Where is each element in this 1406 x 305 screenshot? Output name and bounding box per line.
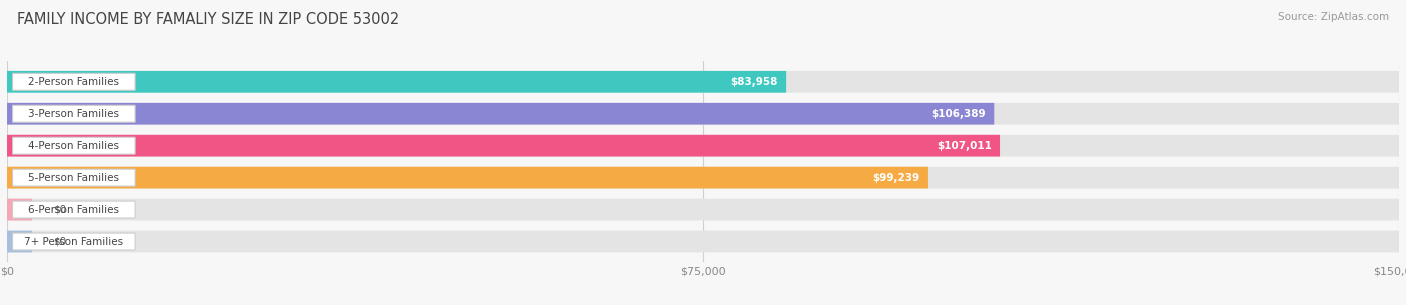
Text: 2-Person Families: 2-Person Families <box>28 77 120 87</box>
Text: $107,011: $107,011 <box>936 141 991 151</box>
FancyBboxPatch shape <box>7 71 786 93</box>
FancyBboxPatch shape <box>13 73 135 90</box>
Text: 3-Person Families: 3-Person Families <box>28 109 120 119</box>
FancyBboxPatch shape <box>7 167 1399 188</box>
FancyBboxPatch shape <box>7 71 1399 93</box>
FancyBboxPatch shape <box>7 167 928 188</box>
FancyBboxPatch shape <box>7 231 32 253</box>
Text: 4-Person Families: 4-Person Families <box>28 141 120 151</box>
FancyBboxPatch shape <box>13 137 135 154</box>
Text: $0: $0 <box>53 237 66 246</box>
FancyBboxPatch shape <box>7 103 1399 124</box>
FancyBboxPatch shape <box>7 199 1399 221</box>
FancyBboxPatch shape <box>7 103 994 124</box>
FancyBboxPatch shape <box>7 135 1000 156</box>
Text: Source: ZipAtlas.com: Source: ZipAtlas.com <box>1278 12 1389 22</box>
Text: 5-Person Families: 5-Person Families <box>28 173 120 183</box>
FancyBboxPatch shape <box>13 169 135 186</box>
FancyBboxPatch shape <box>7 199 32 221</box>
FancyBboxPatch shape <box>7 231 1399 253</box>
Text: $0: $0 <box>53 205 66 215</box>
Text: FAMILY INCOME BY FAMALIY SIZE IN ZIP CODE 53002: FAMILY INCOME BY FAMALIY SIZE IN ZIP COD… <box>17 12 399 27</box>
FancyBboxPatch shape <box>13 105 135 122</box>
Text: 7+ Person Families: 7+ Person Families <box>24 237 124 246</box>
FancyBboxPatch shape <box>13 233 135 250</box>
Text: $106,389: $106,389 <box>931 109 986 119</box>
FancyBboxPatch shape <box>13 201 135 218</box>
FancyBboxPatch shape <box>7 135 1399 156</box>
Text: $83,958: $83,958 <box>730 77 778 87</box>
Text: 6-Person Families: 6-Person Families <box>28 205 120 215</box>
Text: $99,239: $99,239 <box>873 173 920 183</box>
